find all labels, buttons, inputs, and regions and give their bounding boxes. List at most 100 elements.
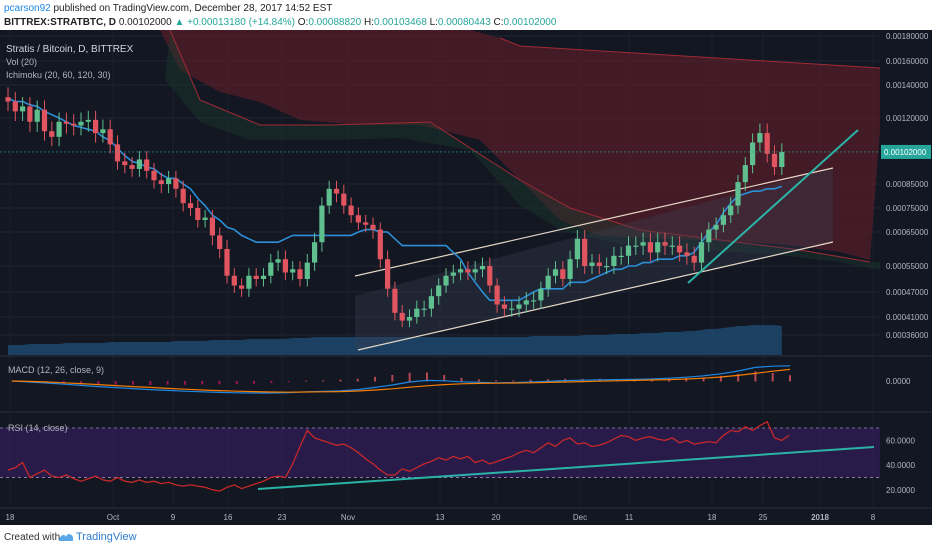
high-label: H: <box>363 17 374 28</box>
signal-line <box>11 368 791 393</box>
price-tick-label: 0.00180000 <box>886 32 929 41</box>
x-tick-label: 18 <box>708 513 717 522</box>
candle-body <box>129 165 135 169</box>
candle-body <box>136 159 142 169</box>
candle-body <box>341 193 347 206</box>
x-tick-label: 11 <box>625 513 634 522</box>
macd-histogram-bar <box>443 374 446 382</box>
macd-histogram-bar <box>460 377 463 382</box>
candle-body <box>107 129 113 145</box>
candle-body <box>290 269 296 273</box>
candle-body <box>633 245 639 247</box>
candle-body <box>458 269 464 273</box>
candle-body <box>100 129 106 134</box>
rsi-tick-label: 40.0000 <box>886 461 915 470</box>
candle-body <box>691 255 697 263</box>
macd-histogram-bar <box>374 376 377 382</box>
candle-body <box>348 205 354 216</box>
candle-body <box>195 208 201 220</box>
publish-info: published on TradingView.com, December 2… <box>53 3 333 14</box>
x-tick-label: Dec <box>573 513 587 522</box>
candle-body <box>202 217 208 220</box>
candle-body <box>450 272 456 276</box>
candle-body <box>180 188 186 204</box>
open-label: O: <box>297 17 309 28</box>
candle-body <box>428 296 434 309</box>
price-tick-label: 0.00120000 <box>886 114 929 123</box>
rsi-band <box>0 428 880 478</box>
candle-body <box>706 229 712 243</box>
candle-body <box>406 317 413 321</box>
price-tick-label: 0.00047000 <box>886 288 929 297</box>
candle-body <box>487 266 493 286</box>
chart-area[interactable]: 0.00036000 0.00041000 0.00047000 0.00055000… <box>0 30 932 525</box>
candle-body <box>151 170 157 181</box>
channel-fill <box>355 168 833 350</box>
steep-trendline <box>687 129 859 284</box>
rsi-trendline <box>257 446 875 490</box>
low-value: 0.00080443 <box>437 17 491 28</box>
rsi-tick-label: 20.0000 <box>886 486 915 495</box>
macd-histogram-bar <box>685 378 688 382</box>
last-price: 0.00102000 <box>118 17 172 28</box>
candle-body <box>764 133 770 154</box>
candle-body <box>231 275 237 286</box>
change-value: ▲ +0.00013180 (+14.84%) <box>174 17 295 28</box>
macd-histogram-bar <box>391 374 394 382</box>
candle-body <box>669 245 675 247</box>
legend-volume: Vol (20) <box>6 57 37 67</box>
candle-body <box>144 159 150 171</box>
candle-body <box>85 119 91 122</box>
candle-body <box>114 144 121 162</box>
candle-body <box>779 151 785 168</box>
candle-body <box>34 109 40 122</box>
candle-body <box>662 242 668 246</box>
candle-body <box>355 215 361 223</box>
macd-histogram-bar <box>737 373 740 382</box>
candle-body <box>677 245 683 253</box>
candle-body <box>312 242 318 263</box>
axes: 0.00036000 0.00041000 0.00047000 0.00055000… <box>0 30 932 525</box>
candle-body <box>224 249 230 276</box>
candle-body <box>385 259 391 289</box>
candle-body <box>720 215 726 225</box>
volume-bars <box>8 325 782 355</box>
cloud-upper <box>160 30 880 260</box>
macd-histogram-bar <box>304 380 307 382</box>
macd-histogram-bar <box>771 373 774 382</box>
candle-body <box>282 259 288 273</box>
candle-body <box>275 259 281 263</box>
candles <box>5 87 785 328</box>
price-tick-label: 0.00160000 <box>886 57 929 66</box>
candle-body <box>589 262 595 266</box>
candle-body <box>414 308 420 317</box>
last-price-label: 0.00102000 <box>884 148 927 157</box>
x-tick-label: 20 <box>492 513 501 522</box>
candle-body <box>494 285 500 305</box>
candle-body <box>370 224 376 230</box>
candle-body <box>209 217 215 236</box>
candle-body <box>509 308 515 310</box>
username-link[interactable]: pcarson92 <box>4 3 51 14</box>
candle-body <box>582 238 588 266</box>
high-value: 0.00103468 <box>373 17 427 28</box>
rsi-pane <box>0 420 880 492</box>
legend-ichimoku: Ichimoku (20, 60, 120, 30) <box>6 70 111 80</box>
candle-body <box>63 121 69 124</box>
candle-body <box>640 242 646 246</box>
candle-body <box>93 119 99 134</box>
candle-body <box>253 275 259 279</box>
macd-pane <box>11 365 791 394</box>
candle-body <box>552 269 559 276</box>
cloud-span-a <box>169 30 871 263</box>
symbol-label: BITTREX:STRATBTC, D <box>4 17 117 28</box>
candle-body <box>655 242 661 253</box>
candle-body <box>479 266 486 270</box>
macd-histogram-bar <box>702 377 705 382</box>
candle-body <box>560 269 566 279</box>
chart-svg[interactable]: 0.00036000 0.00041000 0.00047000 0.00055000… <box>0 30 932 525</box>
candle-body <box>326 188 332 206</box>
tradingview-brand[interactable]: TradingView <box>76 531 137 543</box>
candle-body <box>647 242 653 253</box>
x-tick-label: 23 <box>278 513 287 522</box>
